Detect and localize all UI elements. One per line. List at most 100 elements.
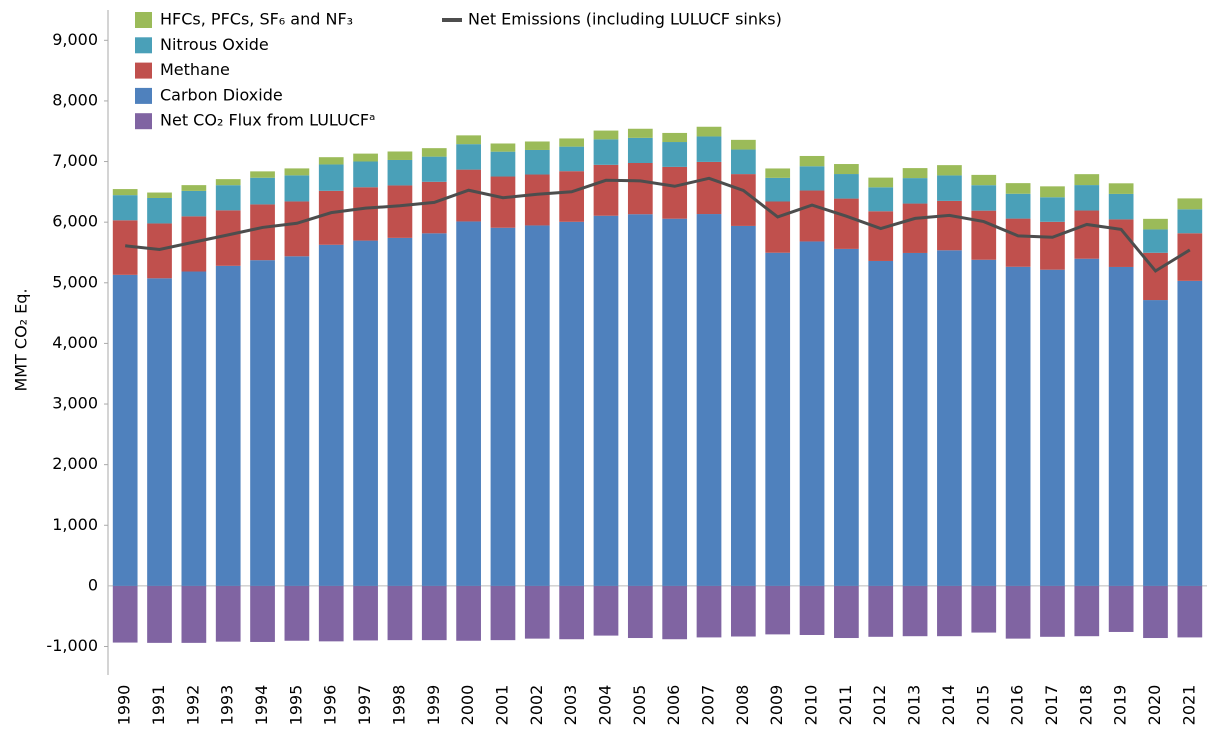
bar-segment [524, 149, 550, 175]
bar-segment [868, 211, 894, 261]
bar-segment [456, 135, 481, 145]
bar-segment [1177, 585, 1203, 638]
x-tick-label: 2001 [492, 685, 511, 726]
bar-segment [112, 189, 138, 196]
y-tick-label: -1,000 [46, 636, 98, 655]
bar-segment [627, 137, 653, 164]
bar-segment [662, 132, 688, 143]
bar-segment [937, 200, 962, 251]
bar-segment [1177, 198, 1203, 210]
bar-segment [868, 260, 894, 586]
bar-segment [627, 128, 653, 138]
bar-segment [387, 237, 413, 586]
bar-segment [765, 585, 791, 635]
bar-segment [834, 164, 859, 175]
x-tick-label: 2005 [630, 685, 649, 726]
bar-segment [902, 203, 928, 253]
bar-segment [1108, 585, 1134, 632]
x-tick-label: 2016 [1008, 685, 1027, 726]
x-tick-label: 1998 [389, 685, 408, 726]
net-line [125, 176, 1191, 273]
bar-segment [215, 265, 241, 586]
legend-swatch [135, 12, 152, 28]
bar-segment [593, 585, 619, 636]
bar-segment [1143, 218, 1168, 230]
x-tick-label: 1994 [252, 685, 271, 726]
bar-segment [662, 142, 688, 167]
y-tick-label: 8,000 [52, 90, 98, 109]
bar-segment [1005, 218, 1031, 267]
bar-segment [971, 185, 997, 211]
bar-segment [868, 177, 894, 188]
y-tick-label: 1,000 [52, 515, 98, 534]
bar-segment [318, 585, 344, 642]
bar-segment [868, 187, 894, 212]
x-tick-label: 1992 [183, 685, 202, 726]
x-tick-label: 2015 [973, 685, 992, 726]
bar-segment [250, 585, 275, 642]
bar-segment [971, 259, 997, 586]
bar-segment [490, 143, 516, 152]
bar-segment [456, 169, 481, 222]
bar-segment [1074, 258, 1100, 586]
bar-segment [1005, 585, 1031, 639]
bar-segment [696, 214, 722, 586]
bar-segment [215, 585, 241, 642]
bar-segment [696, 126, 722, 137]
bar-segment [215, 179, 241, 186]
x-tick-label: 2011 [836, 685, 855, 726]
bar-segment [250, 260, 275, 586]
bar-segment [1040, 585, 1065, 637]
bar-segment [1005, 266, 1031, 586]
bar-segment [421, 148, 447, 157]
bar-segment [181, 185, 207, 191]
bar-segment [284, 175, 310, 202]
bar-segment [627, 163, 653, 215]
x-tick-label: 2006 [664, 685, 683, 726]
y-tick-label: 5,000 [52, 272, 98, 291]
legend-label: HFCs, PFCs, SF₆ and NF₃ [160, 10, 353, 29]
bar-segment [765, 252, 791, 586]
bar-segment [112, 585, 138, 643]
bar-segment [559, 221, 585, 586]
bar-segment [937, 250, 962, 586]
bar-segment [490, 151, 516, 177]
bar-segment [524, 141, 550, 150]
bar-segment [730, 585, 756, 637]
bar-segment [834, 248, 859, 586]
bar-segment [730, 149, 756, 175]
bar-segment [799, 585, 825, 635]
bar-segment [971, 585, 997, 633]
bar-segment [902, 168, 928, 179]
bar-segment [971, 210, 997, 260]
bar-segment [834, 198, 859, 249]
bar-segment [937, 165, 962, 176]
bar-segment [147, 192, 172, 198]
y-tick-label: 6,000 [52, 212, 98, 231]
bar-segment [1143, 300, 1168, 586]
legend-label: Methane [160, 60, 230, 79]
legend-swatch [135, 37, 152, 54]
x-tick-label: 2004 [595, 685, 614, 726]
x-tick-label: 2013 [905, 685, 924, 726]
bar-segment [284, 256, 310, 586]
bar-segment [353, 240, 378, 586]
y-tick-label: 2,000 [52, 454, 98, 473]
bar-segment [490, 227, 516, 586]
bar-segment [456, 221, 481, 586]
bar-segment [421, 156, 447, 182]
bar-segment [387, 159, 413, 186]
y-tick-label: 0 [88, 575, 98, 594]
bar-segment [421, 585, 447, 641]
bar-segment [593, 139, 619, 165]
bar-segment [250, 204, 275, 261]
bar-segment [765, 177, 791, 202]
bar-segment [1108, 193, 1134, 220]
bar-segment [1040, 221, 1065, 270]
bar-segment [353, 153, 378, 162]
bar-segment [250, 177, 275, 205]
bar-segment [696, 136, 722, 162]
bar-segment [353, 585, 378, 641]
bar-segment [524, 225, 550, 586]
bar-segment [627, 214, 653, 586]
